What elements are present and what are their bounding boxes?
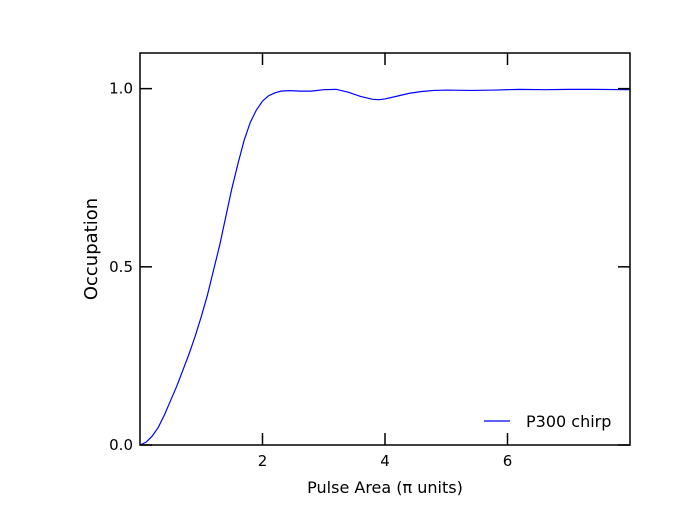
legend-label-p300-chirp: P300 chirp — [526, 412, 611, 431]
y-tick-label: 0.5 — [109, 258, 133, 276]
x-tick-label: 6 — [503, 452, 513, 470]
x-tick-label: 4 — [380, 452, 390, 470]
plot-area — [139, 88, 631, 446]
x-tick-label: 2 — [258, 452, 268, 470]
y-tick-label: 0.0 — [109, 436, 133, 454]
axis-ticks: 2 4 6 0.0 0.5 1.0 — [109, 53, 630, 470]
legend: P300 chirp — [484, 412, 611, 431]
y-axis-label: Occupation — [81, 198, 102, 300]
plot-frame — [139, 52, 631, 446]
series-line-0 — [139, 88, 631, 446]
x-axis-label: Pulse Area (π units) — [307, 478, 463, 497]
y-tick-label: 1.0 — [109, 80, 133, 98]
